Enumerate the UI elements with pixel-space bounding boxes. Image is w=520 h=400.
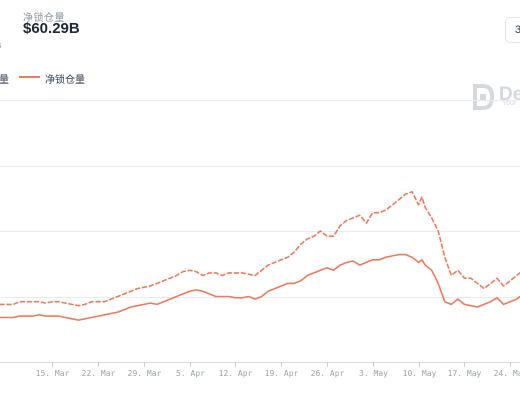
x-tick-label: 26. Apr	[311, 369, 345, 378]
stat-caption-fragment: s	[0, 40, 2, 50]
series-line-dashed	[0, 190, 520, 307]
brand-logo-icon	[473, 84, 495, 110]
x-tick-label: 22. Mar	[82, 369, 116, 378]
series-line-solid	[0, 253, 520, 321]
time-range-button[interactable]: 3	[505, 17, 520, 43]
x-tick-label: 3. May	[359, 369, 388, 378]
x-tick-label: 24. May	[494, 369, 520, 378]
legend-dashed-label: 量	[0, 75, 9, 86]
brand-watermark: De Your	[472, 84, 520, 115]
watermark-text: De	[499, 84, 520, 105]
watermark-subtext: Your	[502, 100, 517, 107]
x-tick-label: 10. May	[403, 369, 437, 378]
x-tick-label: 12. Apr	[219, 369, 253, 378]
legend-solid-label: 净锁仓量	[45, 75, 85, 86]
x-tick-label: 15. Mar	[36, 369, 70, 378]
legend-solid-swatch	[19, 76, 40, 78]
x-tick-label: 17. May	[448, 369, 482, 378]
x-tick-label: 29. Mar	[128, 369, 162, 378]
stat-value: $60.29B	[23, 20, 80, 37]
x-tick-label: 5. Apr	[176, 369, 205, 378]
x-tick-label: 19. Apr	[265, 369, 299, 378]
stat-label: 净锁仓量	[23, 13, 65, 24]
